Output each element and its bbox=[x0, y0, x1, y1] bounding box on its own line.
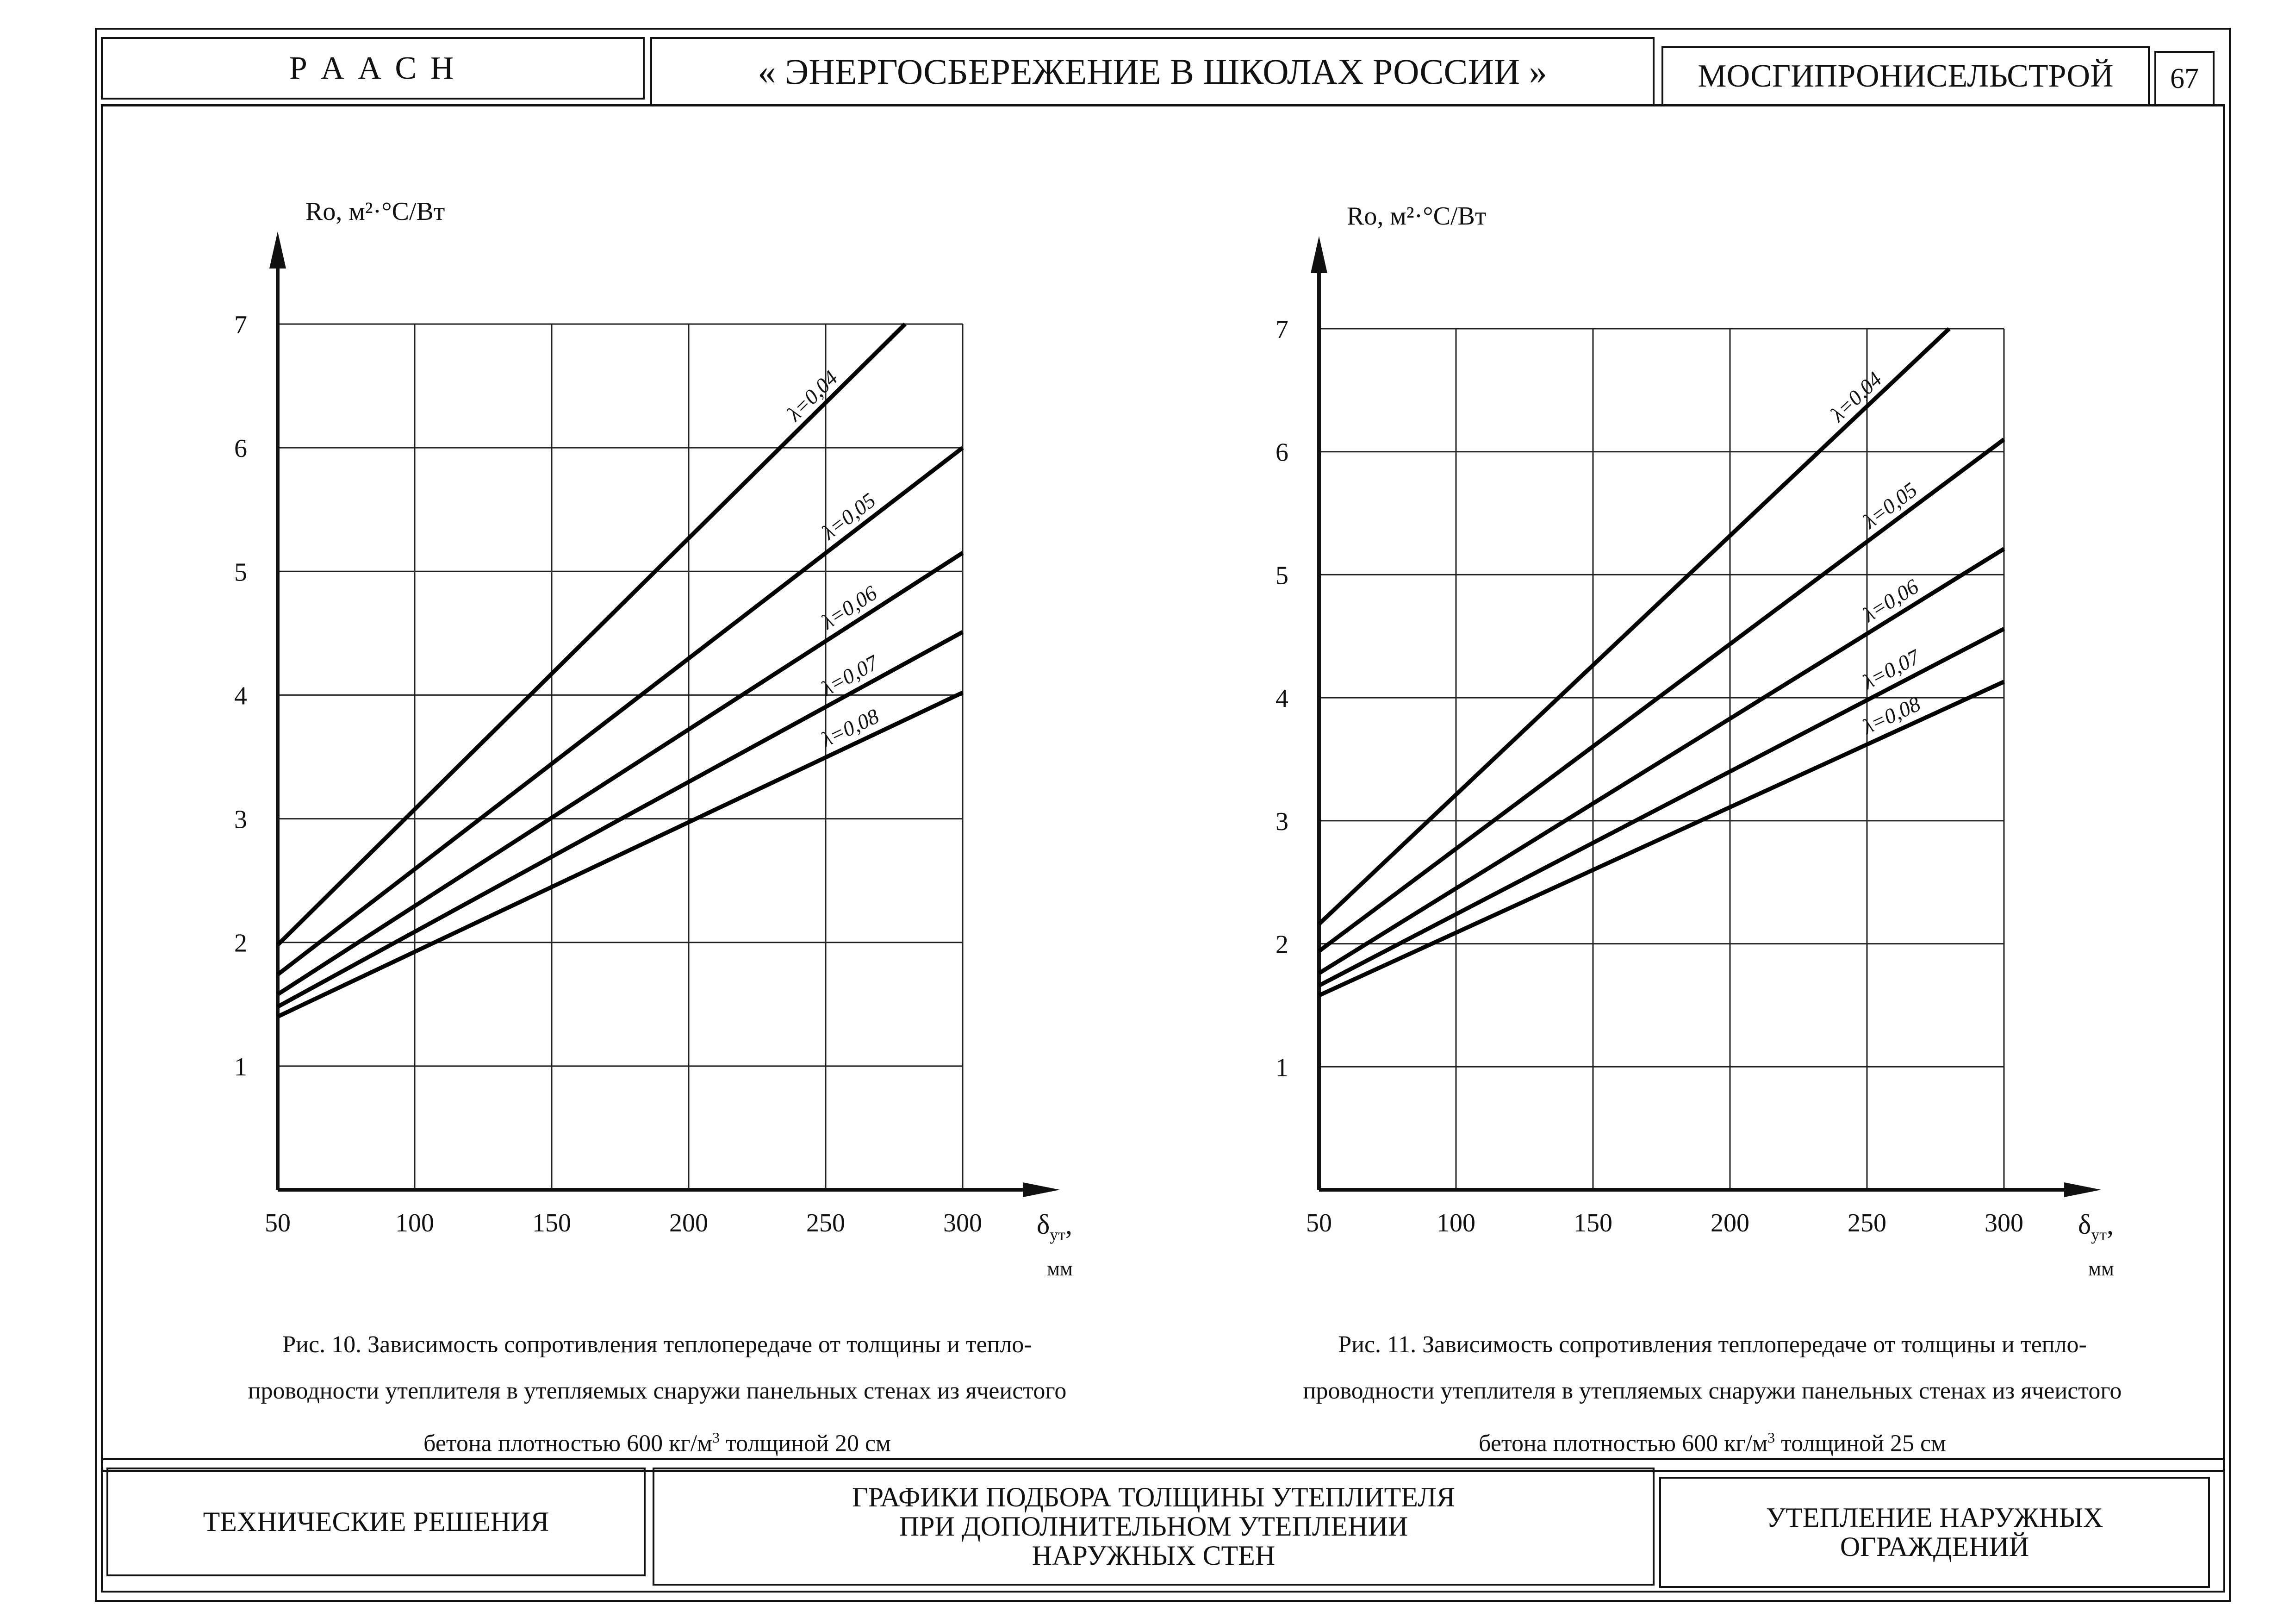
footer-center-line1: ГРАФИКИ ПОДБОРА ТОЛЩИНЫ УТЕПЛИТЕЛЯ bbox=[852, 1482, 1455, 1512]
caption-fig-10-line3: бетона плотностью 600 кг/м3 толщиной 20 … bbox=[171, 1414, 1143, 1467]
chart1-x-tick-200: 200 bbox=[669, 1209, 708, 1237]
caption-fig-11: Рис. 11. Зависимость сопротивления тепло… bbox=[1226, 1322, 2198, 1467]
caption-fig-10: Рис. 10. Зависимость сопротивления тепло… bbox=[171, 1322, 1143, 1467]
chart2-series-line-2 bbox=[1318, 437, 2005, 953]
chart2-y-tick-2: 2 bbox=[1276, 931, 1288, 959]
chart1-series-line-5 bbox=[277, 691, 964, 1019]
chart1-y-axis-arrow bbox=[269, 231, 286, 269]
chart2-x-tick-100: 100 bbox=[1437, 1209, 1475, 1237]
footer-left-text: ТЕХНИЧЕСКИЕ РЕШЕНИЯ bbox=[203, 1506, 549, 1537]
footer-frame bbox=[101, 1458, 2225, 1593]
caption-fig-11-line3-pre: бетона плотностью 600 кг/м bbox=[1479, 1430, 1768, 1457]
chart1-y-tick-5: 5 bbox=[234, 558, 247, 587]
caption-fig-11-line1: Рис. 11. Зависимость сопротивления тепло… bbox=[1338, 1331, 2087, 1358]
chart1-x-tick-100: 100 bbox=[395, 1209, 434, 1237]
chart2-x-axis-arrow bbox=[2064, 1182, 2101, 1197]
chart2-y-tick-7: 7 bbox=[1276, 315, 1288, 344]
chart1-x-axis-unit: мм bbox=[1047, 1257, 1073, 1280]
chart2-y-tick-5: 5 bbox=[1276, 561, 1288, 590]
chart2-x-tick-250: 250 bbox=[1848, 1209, 1886, 1237]
chart2-y-axis-arrow bbox=[1311, 236, 1327, 273]
chart2-y-tick-4: 4 bbox=[1276, 684, 1288, 713]
chart2-x-tick-150: 150 bbox=[1574, 1209, 1612, 1237]
chart2-series-line-4 bbox=[1318, 627, 2005, 987]
footer-left: ТЕХНИЧЕСКИЕ РЕШЕНИЯ bbox=[106, 1468, 646, 1576]
footer-right: УТЕПЛЕНИЕ НАРУЖНЫХ ОГРАЖДЕНИЙ bbox=[1659, 1477, 2210, 1588]
caption-fig-10-line1: Рис. 10. Зависимость сопротивления тепло… bbox=[282, 1331, 1032, 1358]
chart2-x-axis-unit: мм bbox=[2088, 1257, 2114, 1280]
footer-center-line3: НАРУЖНЫХ СТЕН bbox=[1032, 1540, 1276, 1571]
chart1-x-tick-150: 150 bbox=[532, 1209, 571, 1237]
chart1-x-tick-250: 250 bbox=[806, 1209, 845, 1237]
chart1-x-axis-arrow bbox=[1023, 1182, 1060, 1197]
page-number-text: 67 bbox=[2170, 63, 2199, 94]
chart1-y-tick-7: 7 bbox=[234, 311, 247, 339]
header-org-text: Р А А С Н bbox=[289, 50, 457, 86]
chart1-series-line-2 bbox=[276, 446, 964, 976]
chart1-y-tick-3: 3 bbox=[234, 806, 247, 834]
caption-fig-11-line3: бетона плотностью 600 кг/м3 толщиной 25 … bbox=[1226, 1414, 2198, 1467]
header-title-text: « ЭНЕРГОСБЕРЕЖЕНИЕ В ШКОЛАХ РОССИИ » bbox=[758, 51, 1547, 92]
caption-fig-11-line2: проводности утеплителя в утепляемых снар… bbox=[1303, 1378, 2122, 1404]
footer-center: ГРАФИКИ ПОДБОРА ТОЛЩИНЫ УТЕПЛИТЕЛЯ ПРИ Д… bbox=[653, 1468, 1655, 1586]
caption-fig-10-line3-sup: 3 bbox=[712, 1429, 720, 1446]
chart1-y-tick-2: 2 bbox=[234, 929, 247, 958]
footer-right-line1: УТЕПЛЕНИЕ НАРУЖНЫХ bbox=[1766, 1502, 2103, 1533]
chart1-x-tick-50: 50 bbox=[265, 1209, 291, 1237]
chart2-series-line-5 bbox=[1318, 680, 2005, 998]
caption-fig-10-line2: проводности утеплителя в утепляемых снар… bbox=[248, 1378, 1067, 1404]
footer-center-line2: ПРИ ДОПОЛНИТЕЛЬНОМ УТЕПЛЕНИИ bbox=[899, 1511, 1408, 1542]
header-title: « ЭНЕРГОСБЕРЕЖЕНИЕ В ШКОЛАХ РОССИИ » bbox=[650, 37, 1655, 106]
chart2-series-line-1 bbox=[1317, 327, 1951, 926]
chart2-x-tick-50: 50 bbox=[1306, 1209, 1332, 1237]
page-outer-frame bbox=[95, 28, 2231, 1602]
footer-right-line2: ОГРАЖДЕНИЙ bbox=[1840, 1531, 2029, 1562]
chart2-x-axis-label: δут, bbox=[2078, 1209, 2114, 1244]
chart1-x-axis-label: δут, bbox=[1037, 1209, 1072, 1244]
header-org: Р А А С Н bbox=[101, 37, 645, 100]
chart1-y-axis-label: Ro, м²·°С/Вт bbox=[305, 197, 445, 226]
caption-fig-10-line3-pre: бетона плотностью 600 кг/м bbox=[423, 1430, 713, 1457]
chart2-x-tick-200: 200 bbox=[1711, 1209, 1749, 1237]
chart2-y-tick-3: 3 bbox=[1276, 807, 1288, 836]
chart2-y-tick-1: 1 bbox=[1276, 1053, 1288, 1082]
header-institute: МОСГИПРОНИСЕЛЬСТРОЙ bbox=[1661, 46, 2150, 106]
chart2-x-tick-300: 300 bbox=[1985, 1209, 2023, 1237]
chart1-y-tick-6: 6 bbox=[234, 434, 247, 463]
chart2-y-axis-label: Ro, м²·°С/Вт bbox=[1347, 202, 1486, 231]
caption-fig-11-line3-post: толщиной 25 см bbox=[1775, 1430, 1946, 1457]
caption-fig-11-line3-sup: 3 bbox=[1767, 1429, 1775, 1446]
header-page-number: 67 bbox=[2154, 51, 2215, 106]
chart1-y-tick-4: 4 bbox=[234, 681, 247, 710]
chart2-y-tick-6: 6 bbox=[1276, 438, 1288, 467]
chart1-x-tick-300: 300 bbox=[943, 1209, 982, 1237]
header-institute-text: МОСГИПРОНИСЕЛЬСТРОЙ bbox=[1698, 58, 2114, 94]
chart1-series-line-1 bbox=[276, 322, 907, 947]
chart1-y-tick-1: 1 bbox=[234, 1053, 247, 1081]
chart1-series-line-4 bbox=[276, 630, 964, 1009]
chart2-series-line-3 bbox=[1318, 547, 2005, 975]
caption-fig-10-line3-post: толщиной 20 см bbox=[720, 1430, 891, 1457]
chart1-series-line-3 bbox=[276, 551, 964, 996]
